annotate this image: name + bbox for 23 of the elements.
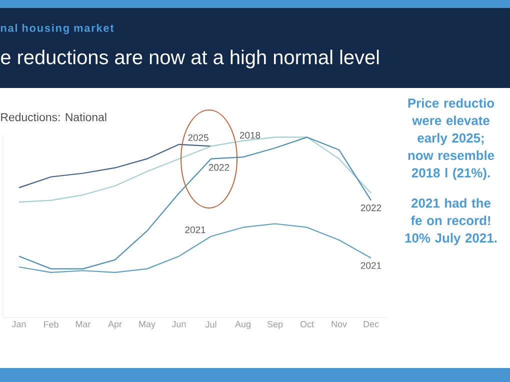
x-tick-label: Jun — [172, 321, 186, 328]
series-label: 2025 — [188, 134, 208, 142]
chart-title: e reductions are now at a high normal level — [1, 50, 379, 68]
series-label: 2018 — [240, 132, 260, 139]
x-tick-label: Apr — [108, 321, 122, 330]
x-tick-label: May — [139, 321, 156, 330]
chart-subtitle: nal housing market — [0, 24, 114, 34]
x-tick-label: Feb — [44, 321, 58, 328]
x-tick-label: Jan — [12, 321, 26, 328]
x-tick-label: Nov — [332, 321, 347, 328]
x-tick-label: Mar — [76, 321, 91, 328]
text: 2022 — [360, 204, 382, 212]
series-label: 2022 — [208, 164, 230, 171]
x-tick-label: Sep — [267, 321, 283, 330]
text: Reductions: National — [1, 112, 106, 122]
series-label: 2021 — [185, 226, 206, 234]
x-tick-label: Jul — [205, 321, 216, 328]
x-tick-label: Aug — [235, 321, 250, 330]
text: 2021 had the fe on record! 10% July 2021. — [405, 198, 497, 246]
text: 2021 — [360, 262, 382, 269]
x-tick-label: Oct — [300, 321, 314, 328]
text: Price reductio were elevate early 2025; now resemble 2018 l (21%). — [408, 98, 494, 180]
x-tick-label: Dec — [364, 321, 379, 328]
